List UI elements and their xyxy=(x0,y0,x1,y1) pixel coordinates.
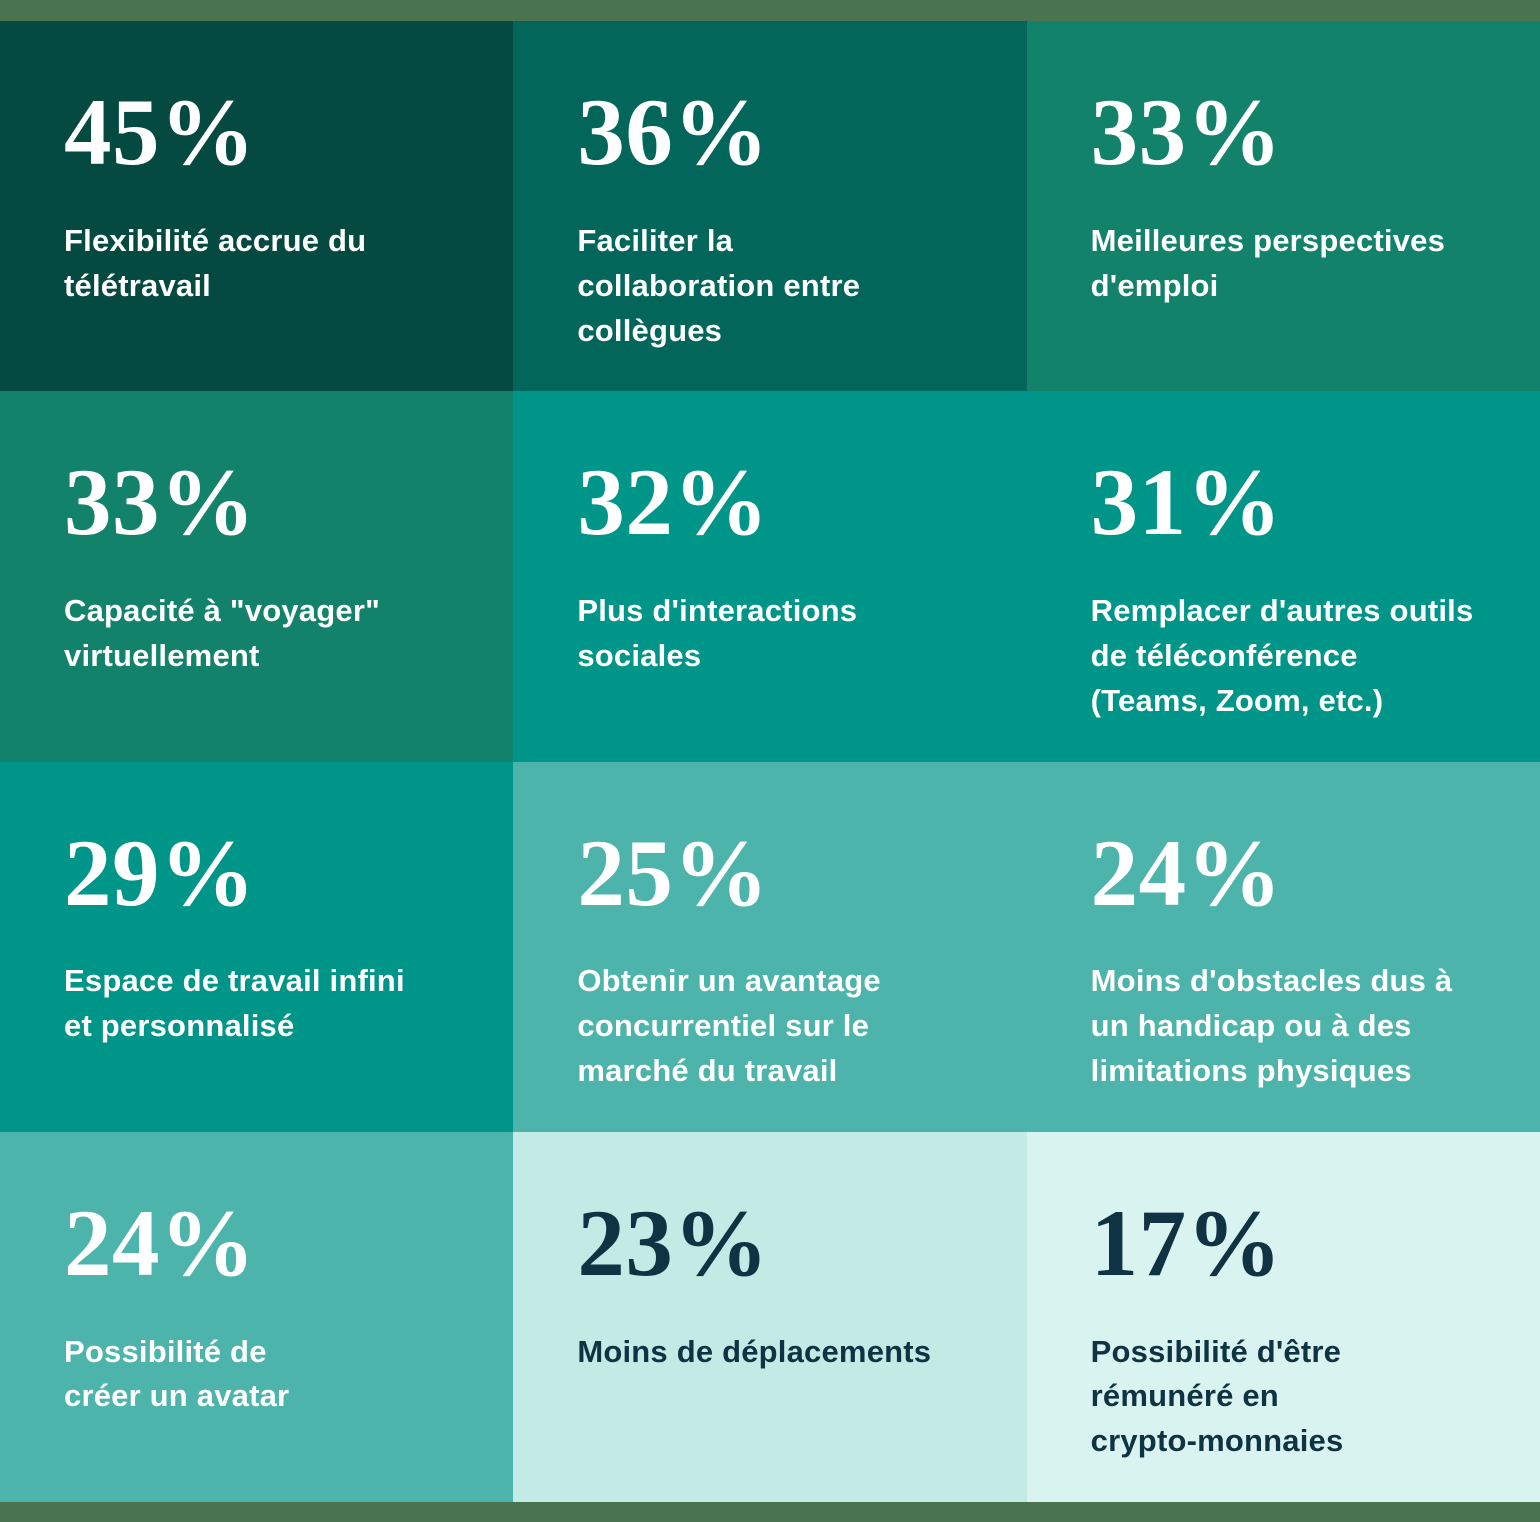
top-border-strip xyxy=(0,0,1540,21)
stat-label: Remplacer d'autres outils de téléconfére… xyxy=(1090,593,1474,718)
stat-value: 23% xyxy=(577,1189,769,1296)
stat-value: 17% xyxy=(1090,1189,1283,1296)
stats-grid: 45% Flexibilité accrue du télétravail 36… xyxy=(0,21,1540,1502)
stat-label: Flexibilité accrue du télétravail xyxy=(64,222,367,303)
stat-label: Plus d'interactions sociales xyxy=(577,593,858,673)
bottom-border-strip xyxy=(0,1502,1540,1522)
stat-value: 25% xyxy=(577,819,769,926)
stat-tile-teletravail: 45% Flexibilité accrue du télétravail xyxy=(0,21,514,392)
stat-label: Moins d'obstacles dus à un handicap ou à… xyxy=(1090,963,1453,1089)
stat-tile-moins-obstacles: 24% Moins d'obstacles dus à un handicap … xyxy=(1026,761,1540,1132)
stat-label: Meilleures perspectives d'emploi xyxy=(1090,222,1446,303)
stat-tile-interactions-sociales: 32% Plus d'interactions sociales xyxy=(513,391,1027,762)
stat-value: 31% xyxy=(1090,449,1283,556)
stat-value: 29% xyxy=(64,819,256,926)
stat-tile-avantage-concurrentiel: 25% Obtenir un avantage concurrentiel su… xyxy=(513,761,1027,1132)
stat-label: Capacité à "voyager" virtuellement xyxy=(64,593,380,673)
stat-value: 33% xyxy=(64,449,256,556)
stat-value: 32% xyxy=(577,449,769,556)
stat-label: Possibilité de créer un avatar xyxy=(64,1333,290,1414)
stat-value: 24% xyxy=(64,1189,256,1296)
stat-label: Obtenir un avantage concurrentiel sur le… xyxy=(577,963,881,1089)
stat-label: Espace de travail infini et personnalisé xyxy=(64,963,405,1044)
stat-tile-perspectives-emploi: 33% Meilleures perspectives d'emploi xyxy=(1026,21,1540,392)
stat-tile-remplacer-teleconference: 31% Remplacer d'autres outils de télécon… xyxy=(1026,391,1540,762)
stat-tile-voyager-virtuellement: 33% Capacité à "voyager" virtuellement xyxy=(0,391,514,762)
stat-tile-crypto-monnaies: 17% Possibilité d'être rémunéré en crypt… xyxy=(1026,1131,1540,1502)
stat-label: Faciliter la collaboration entre collègu… xyxy=(577,222,861,348)
stat-value: 33% xyxy=(1090,79,1283,185)
stat-tile-creer-avatar: 24% Possibilité de créer un avatar xyxy=(0,1131,514,1502)
stat-label: Moins de déplacements xyxy=(577,1333,932,1369)
stat-label: Possibilité d'être rémunéré en crypto-mo… xyxy=(1090,1333,1344,1459)
stat-value: 36% xyxy=(577,79,769,185)
stat-tile-espace-travail: 29% Espace de travail infini et personna… xyxy=(0,761,514,1132)
stat-tile-moins-deplacements: 23% Moins de déplacements xyxy=(513,1131,1027,1502)
stat-value: 45% xyxy=(64,79,256,185)
stat-value: 24% xyxy=(1090,819,1283,926)
stat-tile-collaboration: 36% Faciliter la collaboration entre col… xyxy=(513,21,1027,392)
